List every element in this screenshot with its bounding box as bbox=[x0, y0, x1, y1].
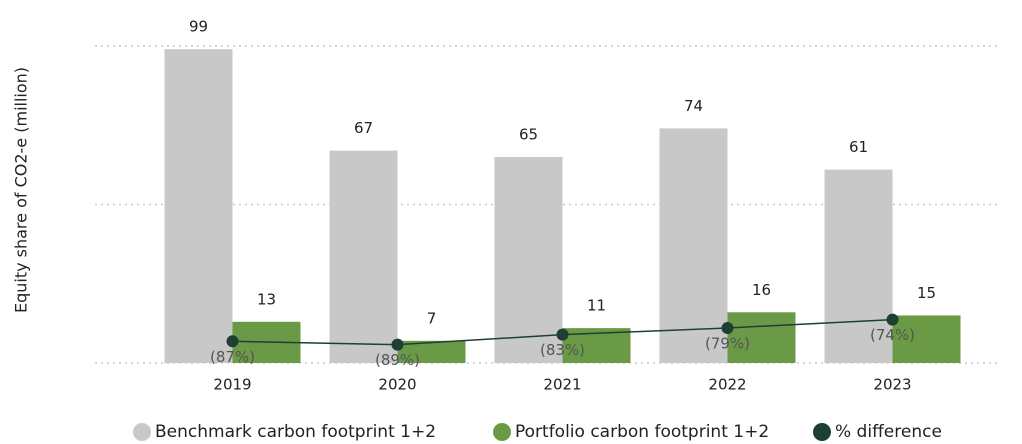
legend-label: Benchmark carbon footprint 1+2 bbox=[155, 422, 436, 442]
bar bbox=[329, 150, 398, 363]
data-label: (89%) bbox=[375, 351, 420, 369]
bar bbox=[494, 156, 563, 363]
data-label: 11 bbox=[587, 297, 606, 315]
data-label: 13 bbox=[257, 290, 276, 308]
line-point bbox=[226, 335, 239, 348]
y-axis-label: Equity share of CO2-e (million) bbox=[12, 67, 31, 313]
line-point bbox=[556, 328, 569, 341]
data-label: (74%) bbox=[870, 326, 915, 344]
legend-marker bbox=[493, 423, 511, 441]
data-label: 61 bbox=[849, 138, 868, 156]
data-label: 16 bbox=[752, 281, 771, 299]
data-label: 15 bbox=[917, 284, 936, 302]
legend-label: % difference bbox=[835, 422, 942, 442]
data-label: 7 bbox=[427, 309, 437, 327]
x-tick-label: 2022 bbox=[708, 376, 746, 394]
line-point bbox=[391, 338, 404, 351]
data-label: 65 bbox=[519, 125, 538, 143]
legend-marker bbox=[133, 423, 151, 441]
x-tick-label: 2021 bbox=[543, 376, 581, 394]
data-label: 99 bbox=[189, 18, 208, 36]
bar bbox=[824, 169, 893, 363]
x-tick-label: 2020 bbox=[378, 376, 416, 394]
data-label: (83%) bbox=[540, 341, 585, 359]
x-tick-label: 2019 bbox=[213, 376, 251, 394]
legend-marker bbox=[813, 423, 831, 441]
data-label: 67 bbox=[354, 119, 373, 137]
bar bbox=[397, 340, 466, 363]
data-label: (79%) bbox=[705, 334, 750, 352]
bar bbox=[164, 49, 233, 364]
bar bbox=[892, 315, 961, 363]
bar bbox=[727, 312, 796, 363]
data-label: (87%) bbox=[210, 348, 255, 366]
legend-label: Portfolio carbon footprint 1+2 bbox=[515, 422, 769, 442]
line-point bbox=[886, 313, 899, 326]
data-label: 74 bbox=[684, 97, 703, 115]
bar bbox=[659, 128, 728, 363]
x-tick-label: 2023 bbox=[873, 376, 911, 394]
line-point bbox=[721, 321, 734, 334]
